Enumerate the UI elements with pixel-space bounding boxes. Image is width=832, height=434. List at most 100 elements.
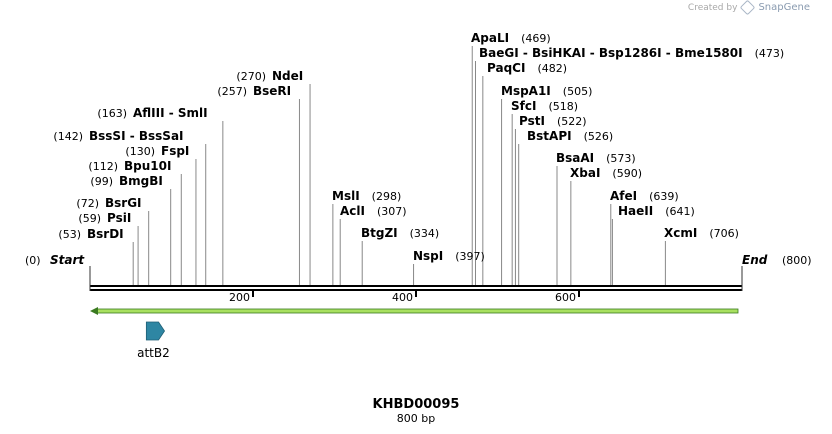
- site-name: BsrDI: [87, 227, 124, 241]
- feature-arrow-icon: [145, 321, 166, 341]
- restriction-site: MslI (298): [332, 189, 401, 203]
- start-position: (0): [25, 254, 41, 267]
- ruler-tick-label: 600: [555, 291, 576, 304]
- site-position: (397): [455, 250, 485, 263]
- site-position: (163): [97, 107, 127, 120]
- site-name: XcmI: [664, 226, 697, 240]
- restriction-site: AfeI (639): [610, 189, 679, 203]
- site-name: MspA1I: [501, 84, 551, 98]
- restriction-site: (59) PsiI: [78, 211, 131, 225]
- site-name: ApaLI: [471, 31, 509, 45]
- restriction-site: (99) BmgBI: [90, 174, 162, 188]
- restriction-site: (163) AflIII - SmlI: [97, 106, 207, 120]
- site-position: (469): [521, 32, 551, 45]
- site-name: NdeI: [272, 69, 303, 83]
- site-labels-layer: (53) BsrDI (59) PsiI (72) BsrGI (99) BmgBI(112)…: [53, 31, 784, 263]
- sequence-backbone: [89, 266, 743, 291]
- site-position: (482): [537, 62, 567, 75]
- restriction-site: XcmI (706): [664, 226, 739, 240]
- site-name: BssSI - BssSaI: [89, 129, 184, 143]
- site-position: (522): [557, 115, 587, 128]
- restriction-site: (130) FspI: [125, 144, 189, 158]
- start-label: Start: [50, 253, 85, 267]
- restriction-site: (257) BseRI: [217, 84, 291, 98]
- site-position: (641): [665, 205, 695, 218]
- restriction-site: ApaLI (469): [471, 31, 551, 45]
- end-position: (800): [782, 254, 812, 267]
- site-name: AfeI: [610, 189, 637, 203]
- site-position: (639): [649, 190, 679, 203]
- credit-prefix: Created by: [687, 2, 738, 13]
- site-name: Bpu10I: [124, 159, 171, 173]
- map-title: KHBD00095: [373, 397, 460, 412]
- restriction-site: NspI (397): [413, 249, 485, 263]
- credit-brand: SnapGene: [758, 2, 810, 13]
- site-position: (526): [584, 130, 614, 143]
- restriction-site: (72) BsrGI: [76, 196, 141, 210]
- orf-arrow-icon: [90, 307, 98, 315]
- site-position: (334): [410, 227, 440, 240]
- site-position: (298): [372, 190, 402, 203]
- site-name: BtgZI: [361, 226, 398, 240]
- end-label: End: [742, 253, 768, 267]
- site-position: (59): [78, 212, 101, 225]
- site-lines-layer: [132, 46, 666, 285]
- site-name: MslI: [332, 189, 360, 203]
- site-position: (53): [58, 228, 81, 241]
- restriction-site: (53) BsrDI: [58, 227, 123, 241]
- site-name: NspI: [413, 249, 443, 263]
- site-name: HaeII: [618, 204, 653, 218]
- restriction-site: PstI (522): [519, 114, 587, 128]
- restriction-site: MspA1I (505): [501, 84, 592, 98]
- restriction-site: XbaI (590): [570, 166, 642, 180]
- restriction-site: SfcI (518): [511, 99, 578, 113]
- site-name: SfcI: [511, 99, 536, 113]
- orf-layer: [90, 307, 739, 315]
- snapgene-credit: Created by SnapGene: [687, 0, 810, 16]
- ruler: 200 400 600: [229, 290, 580, 304]
- site-position: (473): [755, 47, 785, 60]
- site-position: (307): [377, 205, 407, 218]
- restriction-site: BtgZI (334): [361, 226, 439, 240]
- site-name: AclI: [340, 204, 365, 218]
- restriction-site: BaeGI - BsiHKAI - Bsp1286I - Bme1580I (47…: [479, 46, 784, 60]
- restriction-site: AclI (307): [340, 204, 407, 218]
- site-position: (72): [76, 197, 99, 210]
- site-name: BaeGI - BsiHKAI - Bsp1286I - Bme1580I: [479, 46, 743, 60]
- site-name: BsrGI: [105, 196, 142, 210]
- ruler-tick-label: 200: [229, 291, 250, 304]
- restriction-site: (270) NdeI: [236, 69, 303, 83]
- site-position: (706): [709, 227, 739, 240]
- restriction-site: (112) Bpu10I: [88, 159, 171, 173]
- restriction-site: BsaAI (573): [556, 151, 636, 165]
- site-name: PaqCI: [487, 61, 525, 75]
- orf-bar: [95, 308, 739, 314]
- site-position: (257): [217, 85, 247, 98]
- site-position: (518): [548, 100, 578, 113]
- ruler-tick-label: 400: [392, 291, 413, 304]
- site-name: AflIII - SmlI: [133, 106, 208, 120]
- site-name: BmgBI: [119, 174, 163, 188]
- site-name: PstI: [519, 114, 545, 128]
- site-position: (112): [88, 160, 118, 173]
- site-position: (142): [53, 130, 83, 143]
- features-layer: attB2: [137, 321, 170, 360]
- site-position: (590): [612, 167, 642, 180]
- site-position: (573): [606, 152, 636, 165]
- site-name: BstAPI: [527, 129, 572, 143]
- site-position: (130): [125, 145, 155, 158]
- site-name: PsiI: [107, 211, 131, 225]
- restriction-site: BstAPI (526): [527, 129, 613, 143]
- map-length: 800 bp: [397, 412, 435, 425]
- site-position: (270): [236, 70, 266, 83]
- site-position: (505): [563, 85, 593, 98]
- site-name: FspI: [161, 144, 189, 158]
- site-name: BsaAI: [556, 151, 594, 165]
- feature-label: attB2: [137, 346, 170, 360]
- site-name: XbaI: [570, 166, 600, 180]
- restriction-site: PaqCI (482): [487, 61, 567, 75]
- site-name: BseRI: [253, 84, 291, 98]
- site-position: (99): [90, 175, 113, 188]
- restriction-site: (142) BssSI - BssSaI: [53, 129, 183, 143]
